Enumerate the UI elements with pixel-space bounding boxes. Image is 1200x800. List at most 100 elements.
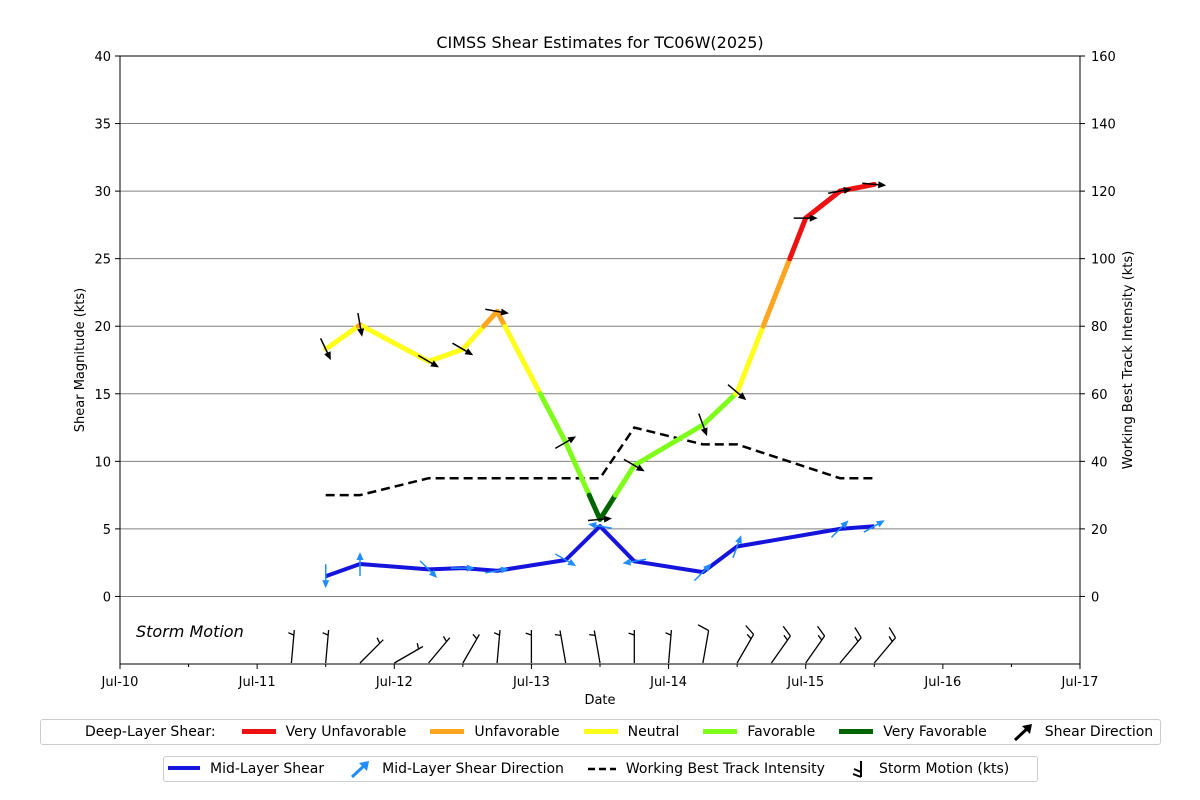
y-right-tick-label: 20 [1091,523,1108,538]
y-left-tick-label: 5 [103,523,111,538]
storm-motion-barb [736,625,755,664]
deep-shear-arrow [587,515,612,523]
storm-motion-barb [359,637,384,664]
deep-layer-shear-segment [612,462,637,498]
axes: 0 5 10 15 20 25 30 35 40 0 20 40 60 80 100 120 140 160 Jul… [94,50,1115,690]
mid-layer-shear-line [325,524,875,579]
deep-shear-arrow [485,308,509,316]
storm-motion-barb [525,630,533,663]
deep-shear-arrow [554,436,577,450]
x-tick-label: Jul-11 [238,675,276,690]
deep-layer-shear-segment [460,323,487,352]
legend-item-neutral: Neutral [583,724,680,740]
y-right-tick-label: 40 [1091,455,1108,470]
y-left-tick-label: 15 [94,388,111,403]
deep-shear-arrow [793,214,818,222]
deep-layer-shear-line [323,181,877,522]
x-tick-label: Jul-14 [649,675,687,690]
mid-shear-arrow [554,553,577,566]
legend-item-unfavorable: Unfavorable [430,724,560,740]
deep-layer-shear-segment [502,323,543,397]
legend-label-working-best-track: Working Best Track Intensity [625,761,825,777]
x-tick-label: Jul-12 [375,675,413,690]
shear-direction-arrow-icon [1013,724,1032,742]
deep-shear-arrow [698,413,708,437]
mid-shear-arrow [356,552,364,576]
very-favorable-swatch [839,729,874,734]
unfavorable-swatch [430,729,465,734]
deep-layer-shear-segment [760,256,793,329]
y-left-tick-label: 20 [94,320,111,335]
deep-layer-shear-segment [597,492,618,522]
storm-motion-barb [805,625,826,664]
storm-motion-barb [665,630,673,664]
storm-motion-barb [628,630,635,663]
legend-label-neutral: Neutral [627,724,680,740]
working-best-track-series [325,426,875,497]
y-left-tick-label: 30 [94,185,111,200]
deep-layer-shear-segment [537,391,569,445]
mid-shear-arrow [485,566,509,574]
favorable-swatch [703,729,738,734]
mid-shear-arrow [830,520,849,538]
working-best-track-swatch [587,767,616,771]
storm-motion-barbs [288,624,897,664]
deep-shear-arrow [319,337,331,361]
storm-motion-barb-icon [852,761,862,778]
storm-motion-barb [554,630,567,664]
storm-motion-barb [462,633,480,664]
mid-layer-shear-series [325,524,875,579]
y-left-tick-label: 35 [94,118,111,133]
y-left-tick-label: 40 [94,50,111,65]
legend-label-shear-direction: Shear Direction [1044,724,1154,740]
legend-item-mid-layer-direction: Mid-Layer Shear Direction [348,758,564,780]
deep-shear-arrow [357,312,365,337]
deep-layer-shear-segment [360,323,432,364]
deep-shear-arrow [452,342,474,356]
x-tick-label: Jul-16 [923,675,961,690]
storm-motion-barb [428,636,451,664]
plot-frame [119,55,1081,665]
grid-lines [120,123,1080,597]
mid-layer-swatch [168,766,200,770]
y-axis-label-right: Working Best Track Intensity (kts) [1121,251,1136,469]
mid-shear-arrow [863,520,885,533]
legend-label-very-unfavorable: Very Unfavorable [285,724,407,740]
mid-shear-arrow [732,535,742,558]
y-right-tick-label: 80 [1091,320,1108,335]
legend-label-unfavorable: Unfavorable [474,724,560,740]
x-tick-label: Jul-10 [101,675,139,690]
deep-layer-shear-segment [803,188,843,221]
deep-shear-arrow [417,354,439,368]
y-right-tick-label: 100 [1091,253,1116,268]
legend-label-favorable: Favorable [747,724,816,740]
y-left-tick-label: 0 [103,590,111,605]
legend-label-mid-layer-direction: Mid-Layer Shear Direction [382,761,564,777]
legend-item-mid-layer-shear: Mid-Layer Shear [168,761,324,777]
mid-shear-arrow [450,564,475,572]
legend-item-shear-direction: Shear Direction [1011,721,1153,743]
deep-shear-arrow [862,181,887,189]
deep-layer-shear-segment [586,492,603,522]
y-right-tick-label: 120 [1091,185,1116,200]
x-tick-label: Jul-15 [786,675,824,690]
storm-motion-barb [393,642,424,664]
y-left-tick-label: 25 [94,253,111,268]
mid-layer-legend: Mid-Layer Shear Mid-Layer Shear Directio… [163,756,1038,782]
very-unfavorable-swatch [241,729,276,734]
deep-shear-arrow [623,458,645,472]
legend-item-very-favorable: Very Favorable [839,724,987,740]
mid-shear-direction-arrows [322,520,885,589]
legend-label-very-favorable: Very Favorable [883,724,987,740]
x-tick-label: Jul-13 [512,675,550,690]
deep-layer-shear-segment [631,422,706,468]
legend-item-very-unfavorable: Very Unfavorable [241,724,407,740]
deep-shear-direction-arrows [319,181,887,523]
storm-motion-barb [873,627,897,664]
y-axis-label-left: Shear Magnitude (kts) [73,288,88,432]
legend-item-working-best-track: Working Best Track Intensity [587,761,825,777]
storm-motion-annotation: Storm Motion [136,622,244,641]
storm-motion-barb [493,630,501,664]
deep-layer-legend: Deep-Layer Shear: Very Unfavorable Unfav… [40,719,1161,745]
